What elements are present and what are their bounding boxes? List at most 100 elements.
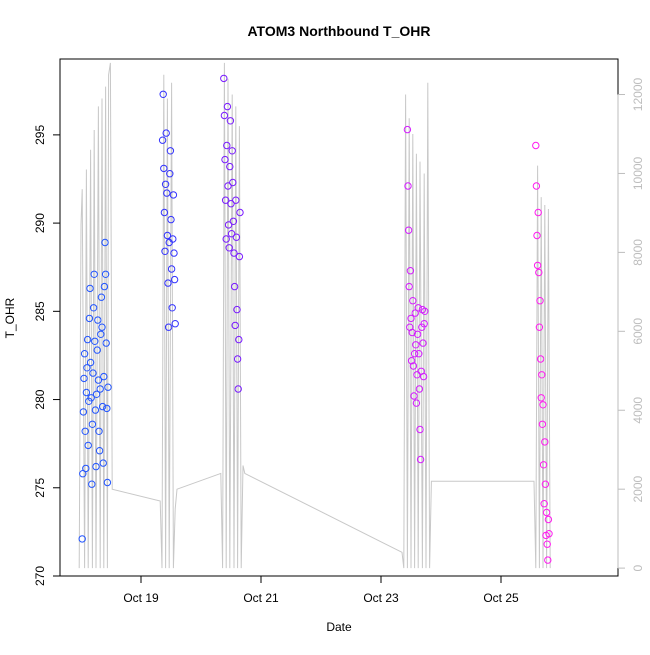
data-point [410,350,419,358]
data-point [535,268,543,277]
data-point [416,425,424,434]
x-tick-label: Oct 25 [483,591,519,605]
data-point [92,462,100,471]
secondary-series-layer [78,62,551,569]
data-point [104,383,112,391]
series-4 [403,125,429,464]
data-point [404,226,413,234]
data-point [533,231,541,240]
data-point [420,320,428,328]
data-point [230,249,238,257]
data-point [407,357,416,365]
secondary-tick-label: 4000 [631,397,645,424]
data-point [534,208,542,217]
data-point [163,231,172,240]
data-point [161,180,170,189]
data-point [162,129,170,137]
data-point [90,270,98,278]
data-point [229,217,238,226]
data-point [164,279,172,287]
data-point [91,406,100,414]
data-point [88,420,97,428]
data-point [163,189,171,197]
data-point [537,394,545,402]
data-point [222,235,230,243]
data-point [167,215,175,224]
data-point [544,556,552,564]
data-point [231,321,239,330]
data-point [166,170,174,178]
data-point [102,339,110,347]
data-point [100,282,109,291]
x-tick-label: Oct 19 [123,591,159,605]
secondary-tick-label: 12000 [631,78,645,112]
secondary-tick-label: 10000 [631,156,645,190]
data-point [220,74,228,83]
data-point [544,515,553,524]
data-point [89,369,97,377]
data-point [228,147,236,155]
data-point [159,90,167,99]
y-tick-label: 280 [33,389,47,409]
data-point [170,249,178,257]
data-point [414,304,422,312]
y-tick-label: 295 [33,125,47,145]
data-point [225,244,233,252]
data-point [87,394,95,402]
secondary-tick-label: 2000 [631,476,645,503]
data-point [233,355,242,363]
data-point [97,330,105,338]
data-point [233,305,241,314]
data-point [232,196,240,204]
data-point [405,282,413,291]
data-point [82,388,91,397]
data-point [545,530,553,538]
data-point [92,390,101,398]
data-point [100,372,108,381]
data-point [221,196,230,204]
data-point [93,346,101,354]
data-point [83,364,91,372]
data-point [99,459,107,467]
x-tick-label: Oct 21 [243,591,279,605]
data-point [169,235,177,243]
data-point [95,447,104,455]
data-point [171,320,179,328]
data-point [91,337,99,345]
data-point [80,350,89,358]
data-point [226,117,235,125]
data-point [79,408,88,416]
data-point [164,323,173,331]
data-point [95,427,103,435]
data-point [83,335,92,344]
y-tick-label: 285 [33,301,47,321]
data-point [166,147,175,155]
data-point [419,339,427,347]
data-point [412,399,421,407]
data-point [535,323,544,331]
chart-title: ATOM3 Northbound T_OHR [247,23,430,39]
data-point [543,540,551,548]
series-3 [220,74,244,393]
x-tick-label: Oct 23 [363,591,399,605]
data-point [167,265,176,273]
data-point [538,420,547,428]
data-point [538,371,546,379]
data-point [540,500,548,508]
data-point [86,284,94,293]
data-point [81,427,89,435]
data-point [224,221,233,229]
data-point [96,385,104,393]
data-point [415,385,424,393]
data-point [221,155,229,164]
series-2 [158,90,179,331]
data-point [98,402,107,411]
secondary-series-line [78,62,551,569]
data-point [84,441,92,450]
data-point [536,355,545,363]
data-point [236,208,244,217]
data-point [235,335,243,344]
data-point [227,200,235,208]
data-point [168,304,176,312]
